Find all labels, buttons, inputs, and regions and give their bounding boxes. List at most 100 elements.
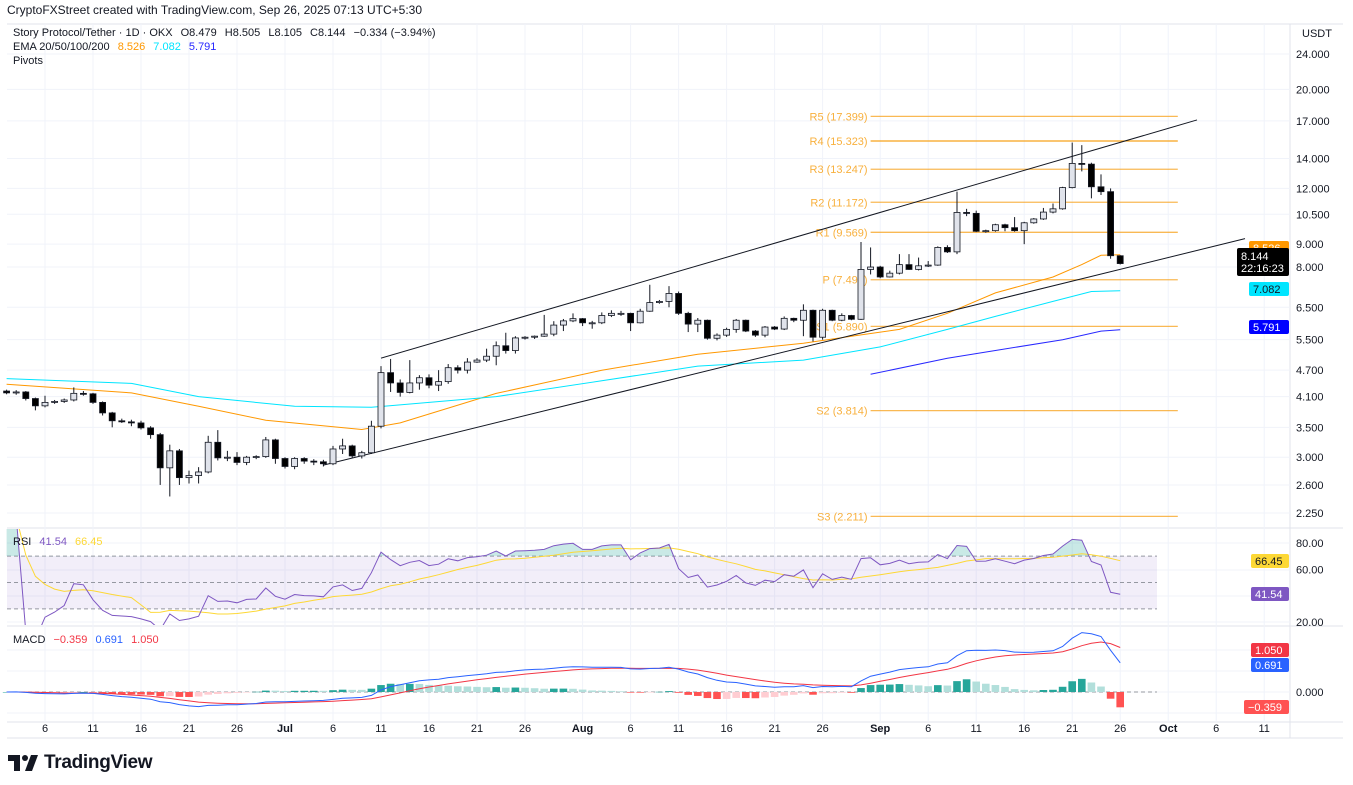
candle-body <box>819 309 826 338</box>
ema-line-1 <box>6 254 1121 431</box>
price-tick-label: 4.700 <box>1296 365 1324 377</box>
time-axis[interactable]: 6 11 16 21 26 Jul 6 11 16 21 26 Aug 6 11 16 21 26 Sep 6 11 1… <box>42 723 1270 735</box>
macd-histogram-bar <box>991 685 1000 692</box>
candle <box>435 370 443 392</box>
candle <box>1107 188 1114 259</box>
candle-body <box>51 401 58 403</box>
macd-histogram-bar <box>962 679 971 692</box>
candle-body <box>512 337 519 351</box>
candle-body <box>828 309 836 321</box>
candle-body <box>396 382 404 393</box>
price-axis[interactable]: 24.000 20.000 17.000 14.000 12.000 10.500 9.00… <box>1296 49 1330 520</box>
rsi-pane[interactable] <box>6 517 1157 640</box>
candle <box>608 310 615 318</box>
candle <box>454 365 462 374</box>
candle <box>473 358 481 363</box>
macd-pane[interactable] <box>2 632 1157 708</box>
macd-histogram-bar <box>502 687 510 692</box>
candle <box>387 358 395 392</box>
macd-histogram-bar <box>1116 692 1124 708</box>
pivot-label: S3 (2.211) <box>817 511 868 523</box>
candle <box>540 314 548 337</box>
rsi-legend[interactable]: RSI 41.54 66.45 <box>13 536 108 548</box>
candle <box>915 257 922 271</box>
candle-body <box>454 367 462 371</box>
candle-body <box>876 266 884 278</box>
macd-histogram-bar <box>396 683 404 692</box>
candle-body <box>406 382 414 393</box>
candle <box>742 319 750 333</box>
grid <box>7 24 1290 722</box>
candle-body <box>704 319 711 339</box>
candle-body <box>694 319 702 325</box>
macd-histogram-bar <box>79 691 88 693</box>
tradingview-logo[interactable]: TradingView <box>8 752 153 774</box>
candle <box>339 438 347 454</box>
rsi-tick-label: 60.00 <box>1296 564 1324 576</box>
candle-body <box>233 456 241 463</box>
macd-histogram-bar <box>598 690 606 692</box>
candle <box>492 341 500 366</box>
macd-histogram-bar <box>636 692 644 693</box>
candle-body <box>531 335 538 338</box>
candle-body <box>848 315 855 320</box>
macd-histogram-bar <box>454 686 462 692</box>
last-price-badge-countdown: 22:16:23 <box>1241 263 1284 275</box>
ema-legend[interactable]: EMA 20/50/100/200 8.526 7.082 5.791 <box>13 41 221 53</box>
candle-body <box>857 269 865 320</box>
candle <box>675 291 682 315</box>
macd-histogram-bar <box>626 692 635 693</box>
macd-histogram-bar <box>617 691 625 692</box>
macd-histogram-bar <box>473 686 481 692</box>
macd-histogram-bar <box>434 685 443 692</box>
price-tick-label: 2.250 <box>1296 508 1324 520</box>
candle-body <box>665 293 673 302</box>
ema-label: EMA 20/50/100/200 <box>13 41 110 53</box>
candle-body <box>588 322 596 325</box>
candle <box>531 335 538 339</box>
candle <box>1040 207 1047 220</box>
currency-unit-button[interactable]: USDT <box>1302 28 1332 40</box>
macd-histogram-bar <box>790 692 798 695</box>
candle <box>223 450 231 462</box>
time-tick-label: 11 <box>87 723 98 735</box>
candle <box>415 375 423 390</box>
time-tick-label: 21 <box>471 723 483 735</box>
candle-body <box>32 398 39 407</box>
main-pane[interactable]: R5 (17.399) R4 (15.323) R3 (13.247) R2 (11.… <box>3 111 1246 523</box>
macd-histogram-bar <box>137 692 145 695</box>
candle <box>771 326 778 331</box>
candle-body <box>214 441 222 459</box>
pivots-legend[interactable]: Pivots <box>13 55 48 67</box>
candle-body <box>300 458 308 462</box>
rsi-badge: 41.54 <box>1251 587 1289 601</box>
ema-mid-badge-text: 7.082 <box>1253 284 1281 296</box>
macd-histogram-bar <box>1049 689 1057 692</box>
ohlc-high: H8.505 <box>224 27 261 39</box>
time-tick-label: 16 <box>720 723 732 735</box>
ema-line-3 <box>870 329 1121 375</box>
candle <box>627 312 634 332</box>
macd-histogram-bar <box>2 692 11 693</box>
macd-legend[interactable]: MACD −0.359 0.691 1.050 <box>13 634 164 646</box>
candle-body <box>223 456 231 459</box>
channel-trendline[interactable] <box>380 119 1198 359</box>
candle <box>752 330 759 337</box>
candle-body <box>656 301 663 303</box>
symbol-title[interactable]: Story Protocol/Tether · 1D · OKX <box>13 27 173 39</box>
ohlc-open: O8.479 <box>180 27 217 39</box>
pivot-label: R2 (11.172) <box>810 197 867 209</box>
price-tick-label: 3.000 <box>1296 452 1324 464</box>
candle-body <box>108 412 116 422</box>
macd-histogram-bar <box>722 692 731 699</box>
channel-trendline[interactable] <box>323 238 1246 466</box>
time-tick-label: 26 <box>816 723 828 735</box>
candle <box>310 459 318 466</box>
candle-body <box>569 318 577 322</box>
candle-body <box>415 377 423 384</box>
candle <box>1020 221 1028 245</box>
candle-body <box>838 315 846 321</box>
candle <box>444 364 452 384</box>
candle <box>963 208 970 217</box>
